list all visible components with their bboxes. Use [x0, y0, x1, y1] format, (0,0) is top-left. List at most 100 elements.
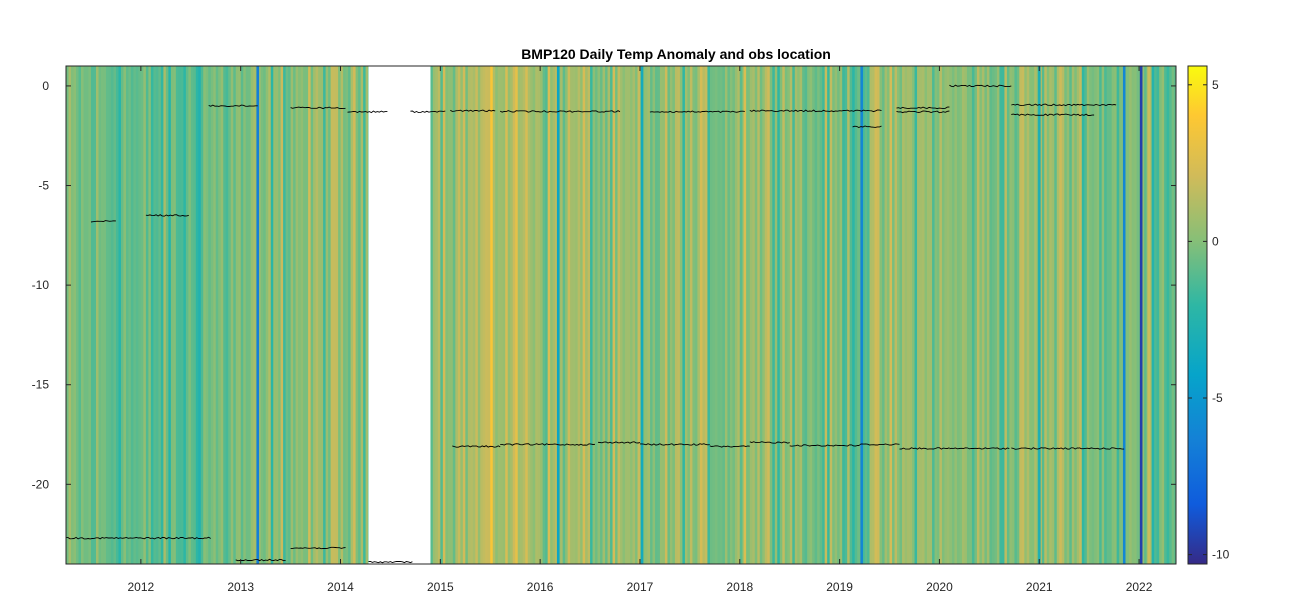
heatmap-stripe — [902, 66, 905, 564]
x-tick-label: 2015 — [427, 580, 454, 594]
heatmap-stripe — [1004, 66, 1008, 564]
y-tick-label: -20 — [32, 477, 50, 491]
heatmap-stripe — [215, 66, 219, 564]
heatmap-stripe — [782, 66, 786, 564]
heatmap-stripe — [1159, 66, 1163, 564]
heatmap-stripe — [917, 66, 920, 564]
heatmap-stripe — [794, 66, 798, 564]
heatmap-stripe — [560, 66, 564, 564]
heatmap-stripe — [929, 66, 933, 564]
heatmap-stripe — [812, 66, 816, 564]
heatmap-stripe — [1051, 66, 1055, 564]
heatmap-stripe — [999, 66, 1003, 564]
obs-line — [859, 443, 900, 446]
heatmap-stripe — [1024, 66, 1028, 564]
heatmap-stripe — [205, 66, 209, 564]
heatmap-stripe — [358, 66, 362, 564]
heatmap-stripe — [333, 66, 337, 564]
heatmap-stripe — [545, 66, 549, 564]
heatmap-stripe — [1161, 66, 1165, 564]
heatmap-stripe — [674, 66, 678, 564]
heatmap-stripe — [744, 66, 748, 564]
heatmap-stripe — [779, 66, 783, 564]
x-tick-label: 2017 — [627, 580, 654, 594]
heatmap-stripe — [1014, 66, 1018, 564]
heatmap-stripe — [565, 66, 569, 564]
heatmap-stripe — [113, 66, 117, 564]
heatmap-stripe — [1131, 66, 1135, 564]
heatmap-stripe — [884, 66, 888, 564]
obs-line — [749, 441, 790, 444]
heatmap-stripe — [293, 66, 297, 564]
heatmap-stripe — [1124, 66, 1128, 564]
heatmap-stripe — [243, 66, 247, 564]
heatmap-stripe — [914, 66, 918, 564]
heatmap-stripe — [1116, 66, 1120, 564]
heatmap-stripe — [487, 66, 491, 564]
heatmap-stripe — [208, 66, 212, 564]
heatmap-stripe — [1164, 66, 1168, 564]
obs-line — [290, 106, 346, 110]
heatmap-stripe — [273, 66, 277, 564]
obs-line — [290, 546, 346, 550]
heatmap-stripe — [844, 66, 848, 564]
heatmap-stripe — [81, 66, 84, 564]
obs-line — [949, 447, 1010, 450]
heatmap-stripe — [739, 66, 743, 564]
heatmap-stripe — [303, 66, 307, 564]
heatmap-stripe — [849, 66, 853, 564]
heatmap-stripe — [617, 66, 621, 564]
heatmap-stripe — [799, 66, 803, 564]
heatmap-stripe — [667, 66, 671, 564]
heatmap-stripe — [759, 66, 763, 564]
heatmap-stripe — [517, 66, 521, 564]
heatmap-stripe — [585, 66, 589, 564]
heatmap-stripe — [1089, 66, 1093, 564]
heatmap-stripe — [827, 66, 831, 564]
heatmap-stripe — [535, 66, 539, 564]
heatmap-stripe — [966, 66, 970, 564]
heatmap-stripe — [944, 66, 948, 564]
obs-line — [1011, 113, 1095, 117]
obs-line — [500, 443, 596, 446]
colorbar-ticks: 5 0 -5 -10 — [1188, 78, 1230, 562]
colorbar-tick-label: -10 — [1212, 548, 1230, 562]
heatmap-stripe — [687, 66, 691, 564]
heatmap-stripe — [857, 66, 861, 564]
x-tick-label: 2014 — [327, 580, 354, 594]
heatmap-stripe — [445, 66, 449, 564]
heatmap-stripe — [150, 66, 154, 564]
heatmap-stripe — [447, 66, 451, 564]
heatmap-stripe — [290, 66, 294, 564]
heatmap-stripe — [1026, 66, 1030, 564]
heatmap-stripe — [165, 66, 169, 564]
obs-line — [789, 444, 860, 447]
heatmap-stripe — [116, 66, 119, 564]
heatmap-stripe — [345, 66, 349, 564]
heatmap-stripe — [837, 66, 841, 564]
heatmap-stripe — [268, 66, 272, 564]
heatmap-stripe — [203, 66, 207, 564]
heatmap-stripe — [457, 66, 461, 564]
heatmap-stripe — [602, 66, 606, 564]
heatmap-stripe — [882, 66, 885, 564]
heatmap-stripe — [1104, 66, 1108, 564]
heatmap-stripe — [650, 66, 653, 564]
heatmap-stripe — [809, 66, 813, 564]
heatmap-stripe — [512, 66, 516, 564]
heatmap-stripe — [1029, 66, 1033, 564]
heatmap-stripe — [734, 66, 738, 564]
x-tick-label: 2018 — [726, 580, 753, 594]
heatmap-stripe — [450, 66, 454, 564]
heatmap-stripe — [959, 66, 963, 564]
heatmap-stripe — [145, 66, 149, 564]
heatmap-stripe — [989, 66, 993, 564]
y-tick-label: -5 — [38, 179, 49, 193]
heatmap-stripe — [819, 66, 823, 564]
heatmap-stripe — [697, 66, 701, 564]
heatmap-stripe — [497, 66, 501, 564]
heatmap-stripe — [188, 66, 192, 564]
heatmap-stripe — [460, 66, 464, 564]
heatmap-stripe — [630, 66, 633, 564]
heatmap-stripe — [1136, 66, 1140, 564]
